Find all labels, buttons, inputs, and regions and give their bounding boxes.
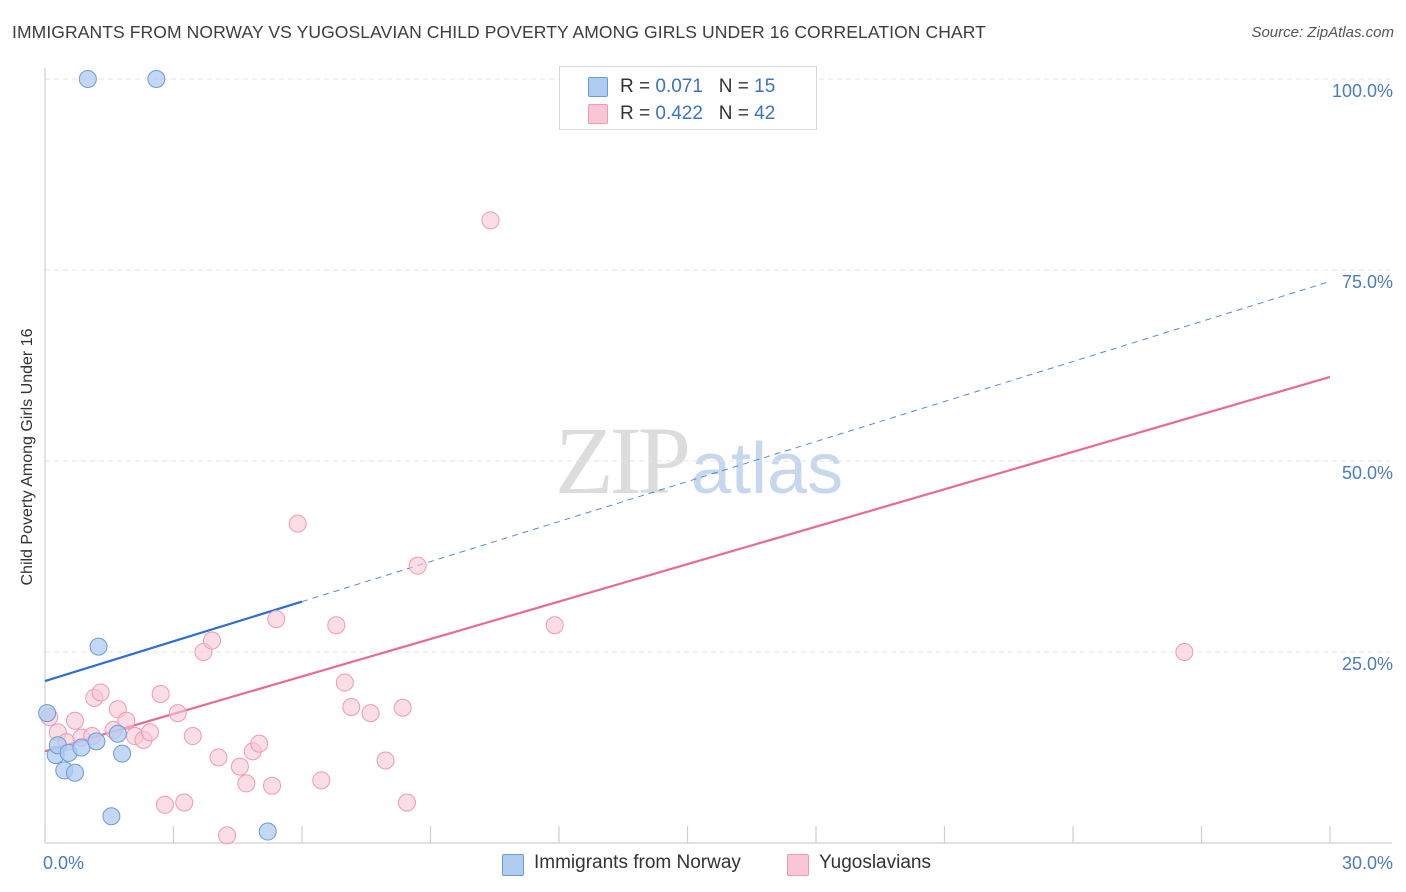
yugoslavians-point <box>203 631 222 650</box>
yugoslavians-point <box>91 683 110 702</box>
yugoslavians-point <box>183 727 202 746</box>
yugoslavians-point <box>168 704 187 723</box>
point-layer <box>38 70 1194 845</box>
yugoslavians-legend-swatch <box>787 854 809 876</box>
x-tick-label: 30.0% <box>1342 853 1393 873</box>
norway-point <box>78 70 97 88</box>
chart-title: IMMIGRANTS FROM NORWAY VS YUGOSLAVIAN CH… <box>12 22 986 42</box>
norway-trend-line <box>44 600 303 683</box>
norway-trend-extension <box>301 280 1331 603</box>
yugoslavians-point <box>397 793 416 812</box>
yugoslavians-point <box>230 757 249 776</box>
norway-legend-label: Immigrants from Norway <box>534 852 741 873</box>
yugoslavians-point <box>335 673 354 692</box>
norway-legend-swatch <box>502 854 524 876</box>
r-label: R = <box>620 103 651 124</box>
n-label: N = <box>718 103 749 124</box>
yugoslavians-point <box>393 698 412 717</box>
yugoslavians-r-value: 0.422 <box>655 103 703 124</box>
norway-point <box>258 822 277 841</box>
yugoslavians-point <box>408 556 427 575</box>
yugoslavians-point <box>237 774 256 793</box>
norway-point <box>147 70 166 88</box>
grid-layer <box>45 78 1390 653</box>
watermark-atlas: atlas <box>691 429 844 509</box>
legend-yugoslavians-text: R = 0.422 N = 42 <box>620 103 775 125</box>
yugoslavians-trend-line <box>44 375 1331 753</box>
x-tick-label: 0.0% <box>43 853 84 873</box>
norway-r-value: 0.071 <box>655 76 703 97</box>
yugoslavians-point <box>361 704 380 723</box>
yugoslavians-point <box>342 698 361 717</box>
n-label: N = <box>718 76 749 97</box>
yugoslavians-point <box>376 751 395 770</box>
yugoslavians-point <box>151 685 170 704</box>
norway-swatch <box>588 77 608 97</box>
y-tick-label: 50.0% <box>1342 463 1393 483</box>
axis-layer <box>44 68 1392 844</box>
yugoslavians-n-value: 42 <box>754 103 776 124</box>
yugoslavians-point <box>140 723 159 742</box>
source-credit: Source: ZipAtlas.com <box>1251 24 1394 41</box>
yugoslavians-point <box>481 211 500 230</box>
yugoslavians-point <box>545 616 564 635</box>
norway-point <box>108 724 127 743</box>
norway-point <box>38 704 57 723</box>
yugoslavians-point <box>312 771 331 790</box>
yugoslavians-point <box>327 616 346 635</box>
tick-label-layer: 25.0% 50.0% 75.0% 100.0% 0.0% 30.0% <box>43 81 1393 873</box>
yugoslavians-point <box>155 795 174 814</box>
norway-point <box>87 732 106 751</box>
correlation-legend: R = 0.071 N = 15 R = 0.422 N = 42 <box>559 66 817 130</box>
norway-point <box>89 637 108 656</box>
y-tick-label: 75.0% <box>1342 272 1393 292</box>
norway-n-value: 15 <box>754 76 776 97</box>
yugoslavians-point <box>250 734 269 753</box>
y-tick-label: 25.0% <box>1342 654 1393 674</box>
trend-layer <box>44 280 1331 753</box>
yugoslavians-point <box>263 776 282 795</box>
yugoslavians-point <box>175 793 194 812</box>
yugoslavians-point <box>117 711 136 730</box>
yugoslavians-point <box>1175 643 1194 661</box>
yugoslavians-point <box>218 826 237 845</box>
r-label: R = <box>620 76 651 97</box>
norway-point <box>65 763 84 782</box>
yugoslavians-point <box>209 748 228 767</box>
yugoslavians-swatch <box>588 104 608 124</box>
norway-point <box>72 738 91 757</box>
legend-norway-text: R = 0.071 N = 15 <box>620 76 775 98</box>
norway-point <box>102 807 121 826</box>
yugoslavians-point <box>288 514 307 533</box>
yugoslavians-legend-label: Yugoslavians <box>819 852 931 873</box>
yugoslavians-point <box>65 711 84 730</box>
y-tick-label: 100.0% <box>1332 81 1393 101</box>
norway-point <box>113 744 132 763</box>
yugoslavians-point <box>267 610 286 629</box>
